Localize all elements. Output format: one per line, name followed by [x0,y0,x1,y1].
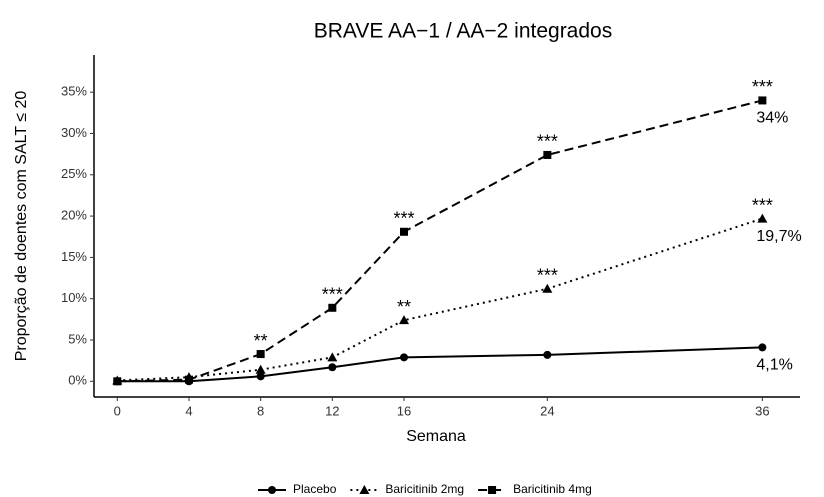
value-label: 34% [756,110,788,127]
x-tick-label: 4 [185,403,192,418]
data-point [543,350,552,359]
y-tick-label: 20% [61,208,87,223]
data-point [184,375,193,384]
legend-label: Placebo [293,482,337,496]
data-point [255,364,266,374]
y-tick-label: 5% [68,331,87,346]
y-tick-label: 25% [61,166,87,181]
data-point [543,150,552,159]
significance-label: *** [393,209,414,229]
y-tick-label: 15% [61,249,87,264]
x-tick-label: 0 [114,403,121,418]
data-point [113,377,122,386]
series-line [117,99,763,383]
significance-label: *** [537,266,558,286]
significance-label: *** [537,132,558,152]
data-point [758,343,767,352]
significance-label: *** [752,77,773,97]
x-tick-label: 12 [325,403,339,418]
value-label: 4,1% [756,357,792,374]
value-label: 19,7% [756,228,801,245]
data-point [399,353,408,362]
x-tick-label: 16 [397,403,411,418]
y-axis-label: Proporção de doentes com SALT ≤ 20 [13,91,30,362]
y-tick-label: 0% [68,373,87,388]
x-axis-label: Semana [406,428,466,445]
x-tick-label: 24 [540,403,554,418]
data-point [398,315,409,325]
data-point [327,352,338,362]
x-tick-label: 36 [755,403,769,418]
data-point [328,303,337,312]
y-tick-label: 30% [61,125,87,140]
significance-label: ** [254,331,268,351]
legend-label: Baricitinib 2mg [385,482,464,496]
x-tick-label: 8 [257,403,264,418]
legend-label: Baricitinib 4mg [513,482,592,496]
significance-label: *** [322,285,343,305]
legend-marker [488,486,497,494]
data-point [757,213,768,223]
data-point [256,372,265,381]
data-point [542,283,553,293]
legend-marker [359,485,370,494]
y-tick-label: 10% [61,290,87,305]
legend-marker [268,486,276,494]
significance-label: *** [752,195,773,215]
significance-label: ** [397,297,411,317]
data-point [328,363,337,372]
data-point [758,96,767,105]
y-tick-label: 35% [61,84,87,99]
data-point [399,227,408,236]
data-point [256,350,265,359]
series-line [117,346,763,383]
chart-title: BRAVE AA−1 / AA−2 integrados [314,20,612,43]
